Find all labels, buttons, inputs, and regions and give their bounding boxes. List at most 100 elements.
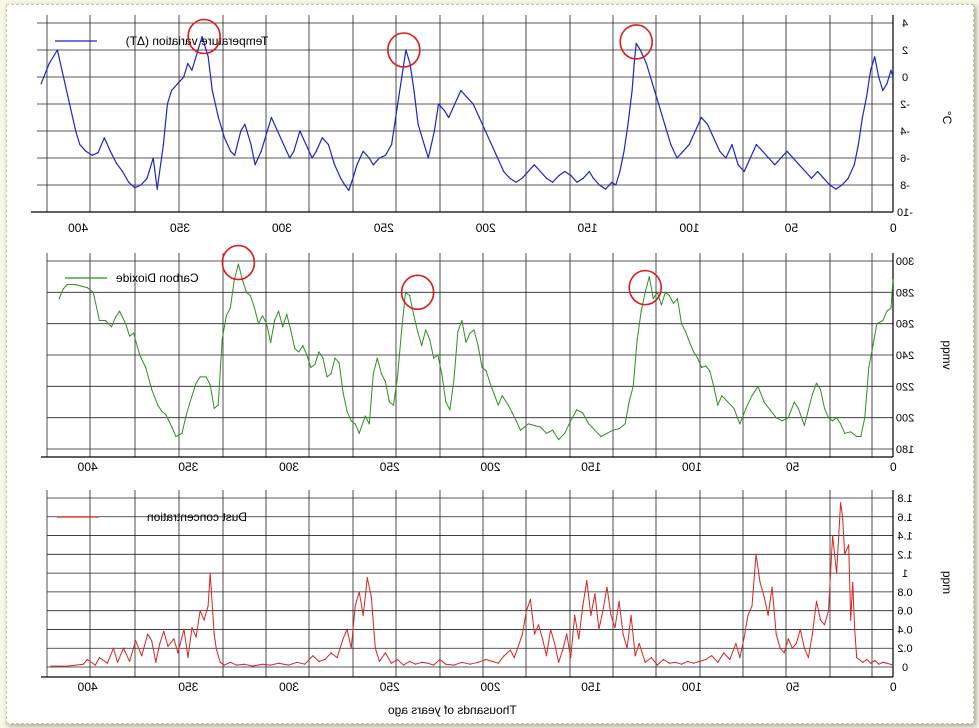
data-point xyxy=(832,420,834,422)
data-point xyxy=(541,638,544,640)
data-point xyxy=(739,657,741,659)
data-point xyxy=(374,647,376,649)
data-point xyxy=(743,638,745,640)
data-point xyxy=(693,662,695,664)
data-point xyxy=(819,619,822,621)
data-point xyxy=(384,381,386,383)
data-point xyxy=(326,376,328,378)
data-point xyxy=(552,429,554,431)
y-tick-label: 0.4 xyxy=(897,624,912,636)
data-point xyxy=(155,661,157,663)
x-tick-label: 400 xyxy=(77,680,97,694)
data-point xyxy=(611,181,613,183)
data-point xyxy=(586,580,588,582)
data-point xyxy=(358,432,360,434)
data-point xyxy=(152,157,154,159)
data-point xyxy=(260,150,262,152)
data-point xyxy=(449,409,451,411)
data-point xyxy=(570,420,572,422)
data-point xyxy=(400,330,403,333)
data-point xyxy=(600,435,602,438)
y-tick-label: 0.6 xyxy=(897,606,912,618)
data-point xyxy=(823,624,826,626)
y-tick-label: 0.2 xyxy=(897,643,912,655)
data-point xyxy=(850,619,852,621)
data-point xyxy=(211,89,213,92)
data-point xyxy=(775,417,777,419)
x-tick-label: 200 xyxy=(475,221,495,235)
data-point xyxy=(441,373,443,375)
data-point xyxy=(886,83,888,85)
data-point xyxy=(640,310,642,312)
data-point xyxy=(48,62,50,65)
data-point xyxy=(490,143,493,146)
x-tick-label: 250 xyxy=(379,460,399,474)
data-point xyxy=(66,665,68,667)
data-point xyxy=(346,628,348,631)
data-point xyxy=(203,619,205,621)
data-point xyxy=(40,83,42,85)
data-point xyxy=(676,298,679,300)
data-point xyxy=(147,633,149,635)
data-point xyxy=(75,130,77,132)
data-point xyxy=(638,642,640,645)
data-point xyxy=(472,103,474,105)
data-point xyxy=(314,363,316,365)
data-point xyxy=(529,598,532,601)
data-point xyxy=(249,294,251,297)
data-point xyxy=(245,291,247,293)
data-point xyxy=(876,323,878,325)
x-tick-label: 350 xyxy=(170,221,190,235)
data-point xyxy=(827,610,830,612)
data-point xyxy=(195,382,197,384)
data-point xyxy=(503,170,505,173)
data-point xyxy=(835,188,837,190)
data-point xyxy=(562,649,564,651)
data-point xyxy=(751,605,753,607)
data-point xyxy=(322,357,324,359)
y-tick-label: -2 xyxy=(900,99,910,111)
data-point xyxy=(574,614,576,617)
data-point xyxy=(588,170,590,173)
data-point xyxy=(781,420,783,422)
legend-label: Carbon Dioxide xyxy=(116,271,199,285)
data-point xyxy=(819,388,822,391)
x-tick-label: 250 xyxy=(379,680,399,694)
data-point xyxy=(421,661,423,663)
data-point xyxy=(762,150,764,152)
data-point xyxy=(870,69,872,71)
data-point xyxy=(283,143,285,146)
data-point xyxy=(402,664,405,666)
peak-highlight-circle xyxy=(400,274,435,311)
data-point xyxy=(171,426,173,428)
data-point xyxy=(372,164,374,166)
data-point xyxy=(768,157,770,159)
data-point xyxy=(358,591,360,593)
data-point xyxy=(870,662,872,664)
data-point xyxy=(521,177,523,179)
data-point xyxy=(787,638,789,640)
y-tick-label: 220 xyxy=(896,381,914,393)
data-point xyxy=(639,49,641,51)
x-axis-label: Thousands of years ago xyxy=(388,703,517,717)
data-point xyxy=(719,150,721,152)
data-point xyxy=(717,404,719,406)
y-tick-label: 0 xyxy=(902,72,908,84)
data-point xyxy=(552,181,554,183)
data-point xyxy=(803,424,806,427)
data-point xyxy=(771,586,773,588)
data-point xyxy=(507,404,509,406)
data-point xyxy=(850,431,852,433)
data-point xyxy=(783,652,785,654)
data-point xyxy=(513,657,515,659)
data-point xyxy=(630,614,632,617)
data-point xyxy=(763,401,765,403)
data-point xyxy=(423,143,425,146)
data-point xyxy=(191,627,193,629)
peak-highlight-circle xyxy=(221,244,256,281)
data-point xyxy=(336,657,338,659)
data-point xyxy=(85,150,87,152)
data-point xyxy=(437,354,439,356)
data-point xyxy=(635,42,637,44)
data-point xyxy=(590,614,592,617)
